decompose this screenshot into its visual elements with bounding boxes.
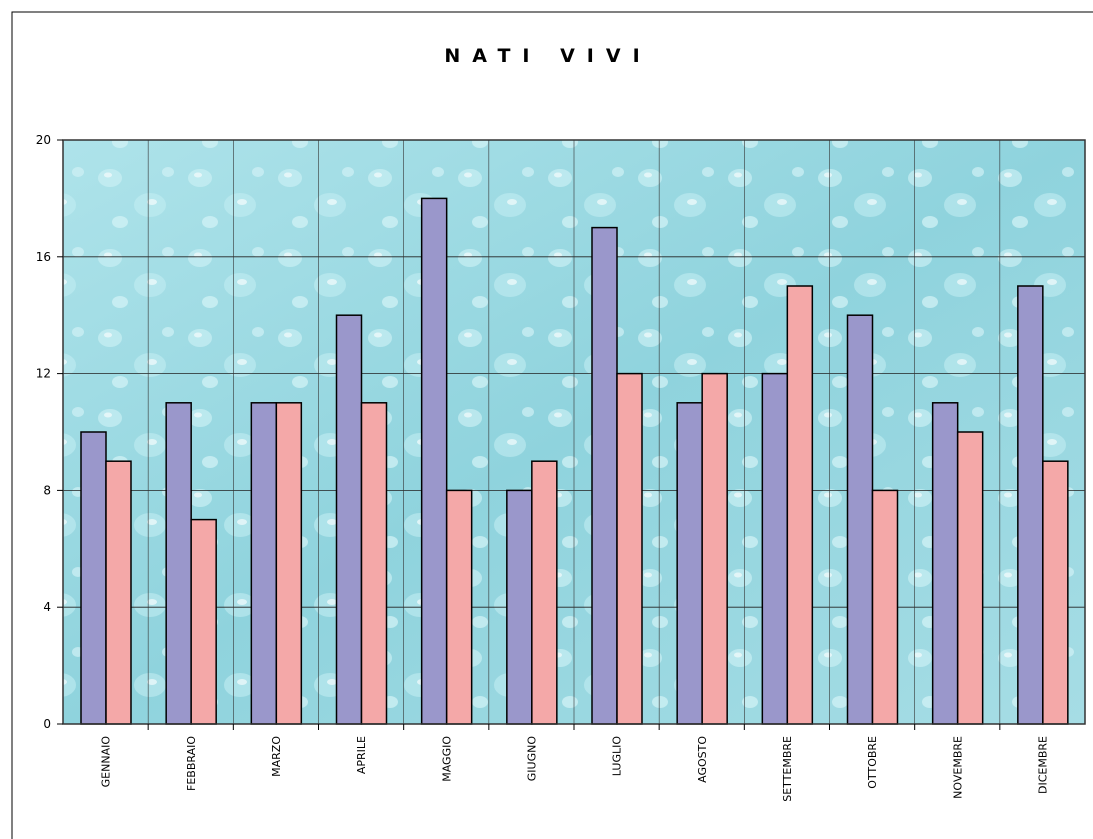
y-tick-label: 8: [43, 483, 51, 497]
y-tick-label: 4: [43, 600, 51, 614]
frame: [11, 11, 1093, 839]
bar: [360, 402, 388, 725]
x-tick-label: OTTOBRE: [866, 736, 879, 789]
x-tick-label: LUGLIO: [611, 736, 624, 777]
x-tick-label: MAGGIO: [440, 736, 453, 782]
y-tick-label: 12: [36, 367, 51, 381]
bar: [250, 402, 278, 725]
bar: [420, 197, 448, 725]
bar: [335, 314, 363, 725]
bar: [165, 402, 192, 725]
x-tick-label: AGOSTO: [696, 736, 709, 783]
x-tick-label: GIUGNO: [525, 736, 538, 782]
bar: [616, 372, 643, 725]
bar: [786, 285, 814, 725]
bar: [591, 226, 618, 725]
x-tick-label: APRILE: [355, 736, 368, 774]
y-tick-label: 16: [36, 250, 51, 264]
x-tick-label: FEBBRAIO: [185, 736, 198, 791]
x-tick-label: NOVEMBRE: [951, 736, 964, 799]
bar: [1042, 460, 1069, 725]
bar: [1017, 285, 1044, 725]
x-tick-label: DICEMBRE: [1036, 736, 1049, 794]
x-tick-label: GENNAIO: [100, 736, 113, 788]
bar: [105, 460, 132, 725]
bar: [445, 489, 473, 725]
bar: [761, 372, 789, 725]
bar: [871, 489, 899, 725]
bar: [676, 402, 703, 725]
bar: [701, 372, 728, 725]
bar: [956, 431, 984, 725]
bar: [275, 402, 303, 725]
chart-title: NATI VIVI: [444, 45, 651, 67]
bar: [506, 489, 533, 725]
y-tick-label: 20: [36, 133, 51, 147]
y-tick-label: 0: [43, 717, 51, 731]
bar: [846, 314, 874, 725]
bar: [531, 460, 558, 725]
x-tick-label: SETTEMBRE: [781, 736, 794, 802]
bar: [190, 518, 217, 725]
bar: [80, 431, 107, 725]
bar: [931, 402, 959, 725]
x-tick-label: MARZO: [270, 736, 283, 777]
